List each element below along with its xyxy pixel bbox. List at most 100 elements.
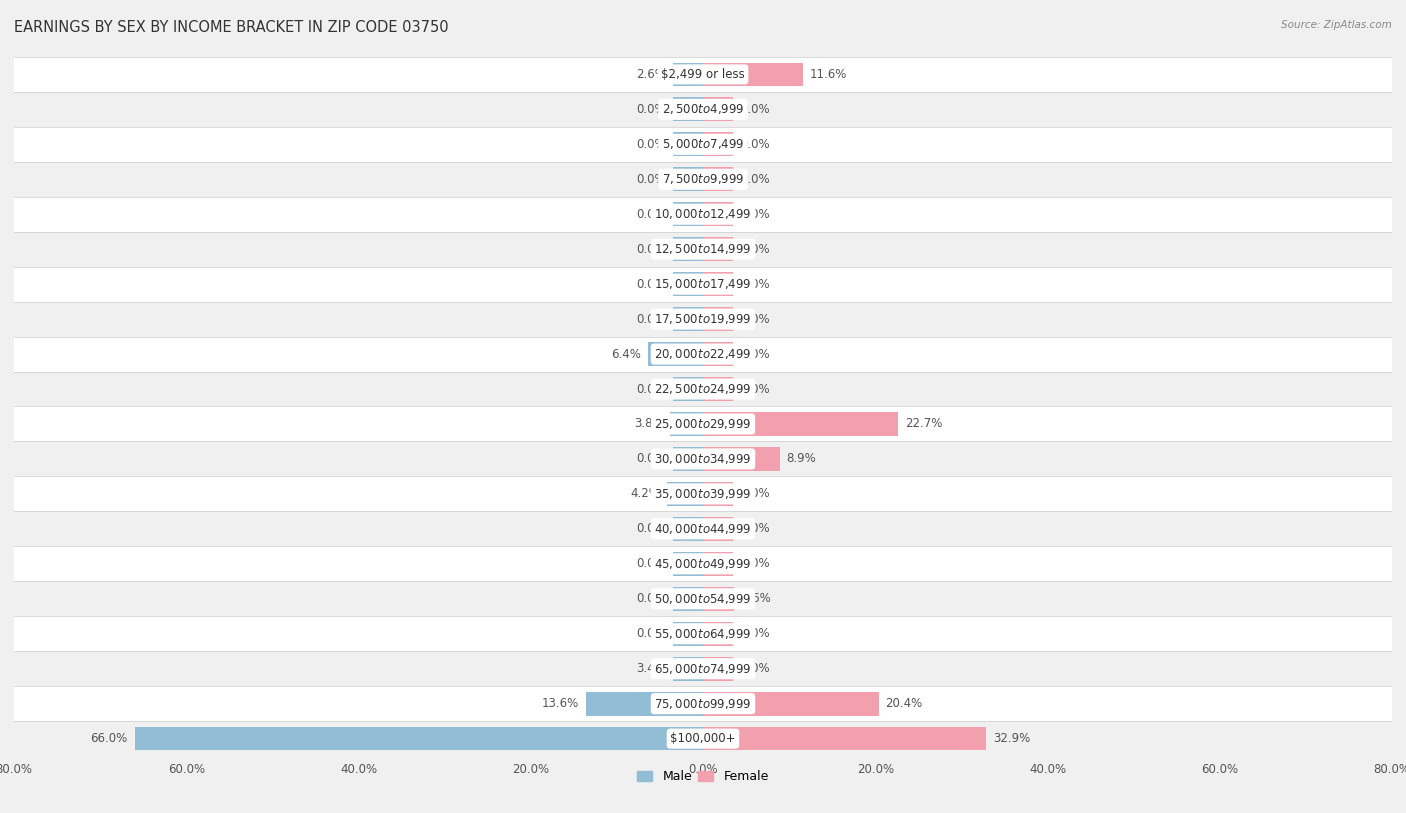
Text: 0.0%: 0.0% — [740, 523, 769, 535]
Bar — [14, 651, 1392, 686]
Text: $15,000 to $17,499: $15,000 to $17,499 — [654, 277, 752, 291]
Bar — [703, 307, 733, 331]
Text: 0.0%: 0.0% — [740, 208, 769, 220]
Bar — [703, 727, 987, 750]
Bar — [14, 546, 1392, 581]
Bar — [14, 441, 1392, 476]
Text: 3.4%: 3.4% — [637, 663, 666, 675]
Bar — [673, 272, 703, 296]
Text: $7,500 to $9,999: $7,500 to $9,999 — [662, 172, 744, 186]
Bar — [703, 377, 733, 401]
Text: 0.0%: 0.0% — [637, 243, 666, 255]
Text: Source: ZipAtlas.com: Source: ZipAtlas.com — [1281, 20, 1392, 30]
Text: $2,499 or less: $2,499 or less — [661, 68, 745, 80]
Bar — [14, 302, 1392, 337]
Text: 3.6%: 3.6% — [741, 593, 770, 605]
Text: 22.7%: 22.7% — [905, 418, 943, 430]
Text: 0.0%: 0.0% — [637, 628, 666, 640]
Bar — [14, 232, 1392, 267]
Bar — [14, 721, 1392, 756]
Bar — [703, 552, 733, 576]
Bar — [673, 63, 703, 86]
Text: 0.0%: 0.0% — [740, 173, 769, 185]
Bar — [673, 377, 703, 401]
Bar — [14, 372, 1392, 406]
Bar — [14, 337, 1392, 372]
Text: 66.0%: 66.0% — [90, 733, 128, 745]
Text: 0.0%: 0.0% — [637, 593, 666, 605]
Text: 0.0%: 0.0% — [637, 208, 666, 220]
Bar — [673, 98, 703, 121]
Text: $22,500 to $24,999: $22,500 to $24,999 — [654, 382, 752, 396]
Bar — [703, 482, 733, 506]
Text: 0.0%: 0.0% — [637, 383, 666, 395]
Bar — [703, 272, 733, 296]
Bar — [673, 307, 703, 331]
Text: 6.4%: 6.4% — [612, 348, 641, 360]
Text: 0.0%: 0.0% — [740, 558, 769, 570]
Text: $75,000 to $99,999: $75,000 to $99,999 — [654, 697, 752, 711]
Text: 20.4%: 20.4% — [886, 698, 922, 710]
Bar — [14, 197, 1392, 232]
Text: 0.0%: 0.0% — [740, 663, 769, 675]
Text: 4.2%: 4.2% — [630, 488, 659, 500]
Bar — [673, 133, 703, 156]
Bar — [673, 447, 703, 471]
Text: 0.0%: 0.0% — [740, 348, 769, 360]
Text: EARNINGS BY SEX BY INCOME BRACKET IN ZIP CODE 03750: EARNINGS BY SEX BY INCOME BRACKET IN ZIP… — [14, 20, 449, 35]
Bar — [586, 692, 703, 715]
Bar — [673, 552, 703, 576]
Text: $5,000 to $7,499: $5,000 to $7,499 — [662, 137, 744, 151]
Text: 0.0%: 0.0% — [637, 173, 666, 185]
Bar — [14, 267, 1392, 302]
Bar — [703, 447, 780, 471]
Text: $30,000 to $34,999: $30,000 to $34,999 — [654, 452, 752, 466]
Text: 0.0%: 0.0% — [637, 453, 666, 465]
Text: 0.0%: 0.0% — [740, 278, 769, 290]
Text: $10,000 to $12,499: $10,000 to $12,499 — [654, 207, 752, 221]
Text: $12,500 to $14,999: $12,500 to $14,999 — [654, 242, 752, 256]
Bar — [703, 133, 733, 156]
Text: $35,000 to $39,999: $35,000 to $39,999 — [654, 487, 752, 501]
Text: 0.0%: 0.0% — [740, 243, 769, 255]
Text: $2,500 to $4,999: $2,500 to $4,999 — [662, 102, 744, 116]
Bar — [14, 511, 1392, 546]
Bar — [14, 581, 1392, 616]
Text: $17,500 to $19,999: $17,500 to $19,999 — [654, 312, 752, 326]
Bar — [673, 587, 703, 611]
Text: 0.0%: 0.0% — [637, 313, 666, 325]
Text: 2.6%: 2.6% — [636, 68, 666, 80]
Text: 8.9%: 8.9% — [786, 453, 817, 465]
Bar — [14, 92, 1392, 127]
Bar — [673, 657, 703, 680]
Bar — [703, 98, 733, 121]
Text: 32.9%: 32.9% — [993, 733, 1031, 745]
Text: 0.0%: 0.0% — [637, 278, 666, 290]
Text: 0.0%: 0.0% — [637, 103, 666, 115]
Text: 11.6%: 11.6% — [810, 68, 848, 80]
Bar — [648, 342, 703, 366]
Bar — [14, 127, 1392, 162]
Bar — [673, 517, 703, 541]
Bar — [671, 412, 703, 436]
Text: 0.0%: 0.0% — [637, 558, 666, 570]
Bar — [703, 517, 733, 541]
Bar — [703, 342, 733, 366]
Bar — [703, 202, 733, 226]
Bar — [703, 692, 879, 715]
Text: 0.0%: 0.0% — [637, 138, 666, 150]
Legend: Male, Female: Male, Female — [633, 765, 773, 789]
Bar — [135, 727, 703, 750]
Text: $25,000 to $29,999: $25,000 to $29,999 — [654, 417, 752, 431]
Text: 13.6%: 13.6% — [541, 698, 579, 710]
Bar — [673, 202, 703, 226]
Text: 0.0%: 0.0% — [740, 488, 769, 500]
Text: 0.0%: 0.0% — [740, 313, 769, 325]
Bar — [14, 686, 1392, 721]
Text: $45,000 to $49,999: $45,000 to $49,999 — [654, 557, 752, 571]
Text: 3.8%: 3.8% — [634, 418, 664, 430]
Text: 0.0%: 0.0% — [740, 628, 769, 640]
Bar — [14, 406, 1392, 441]
Bar — [703, 587, 734, 611]
Bar — [703, 63, 803, 86]
